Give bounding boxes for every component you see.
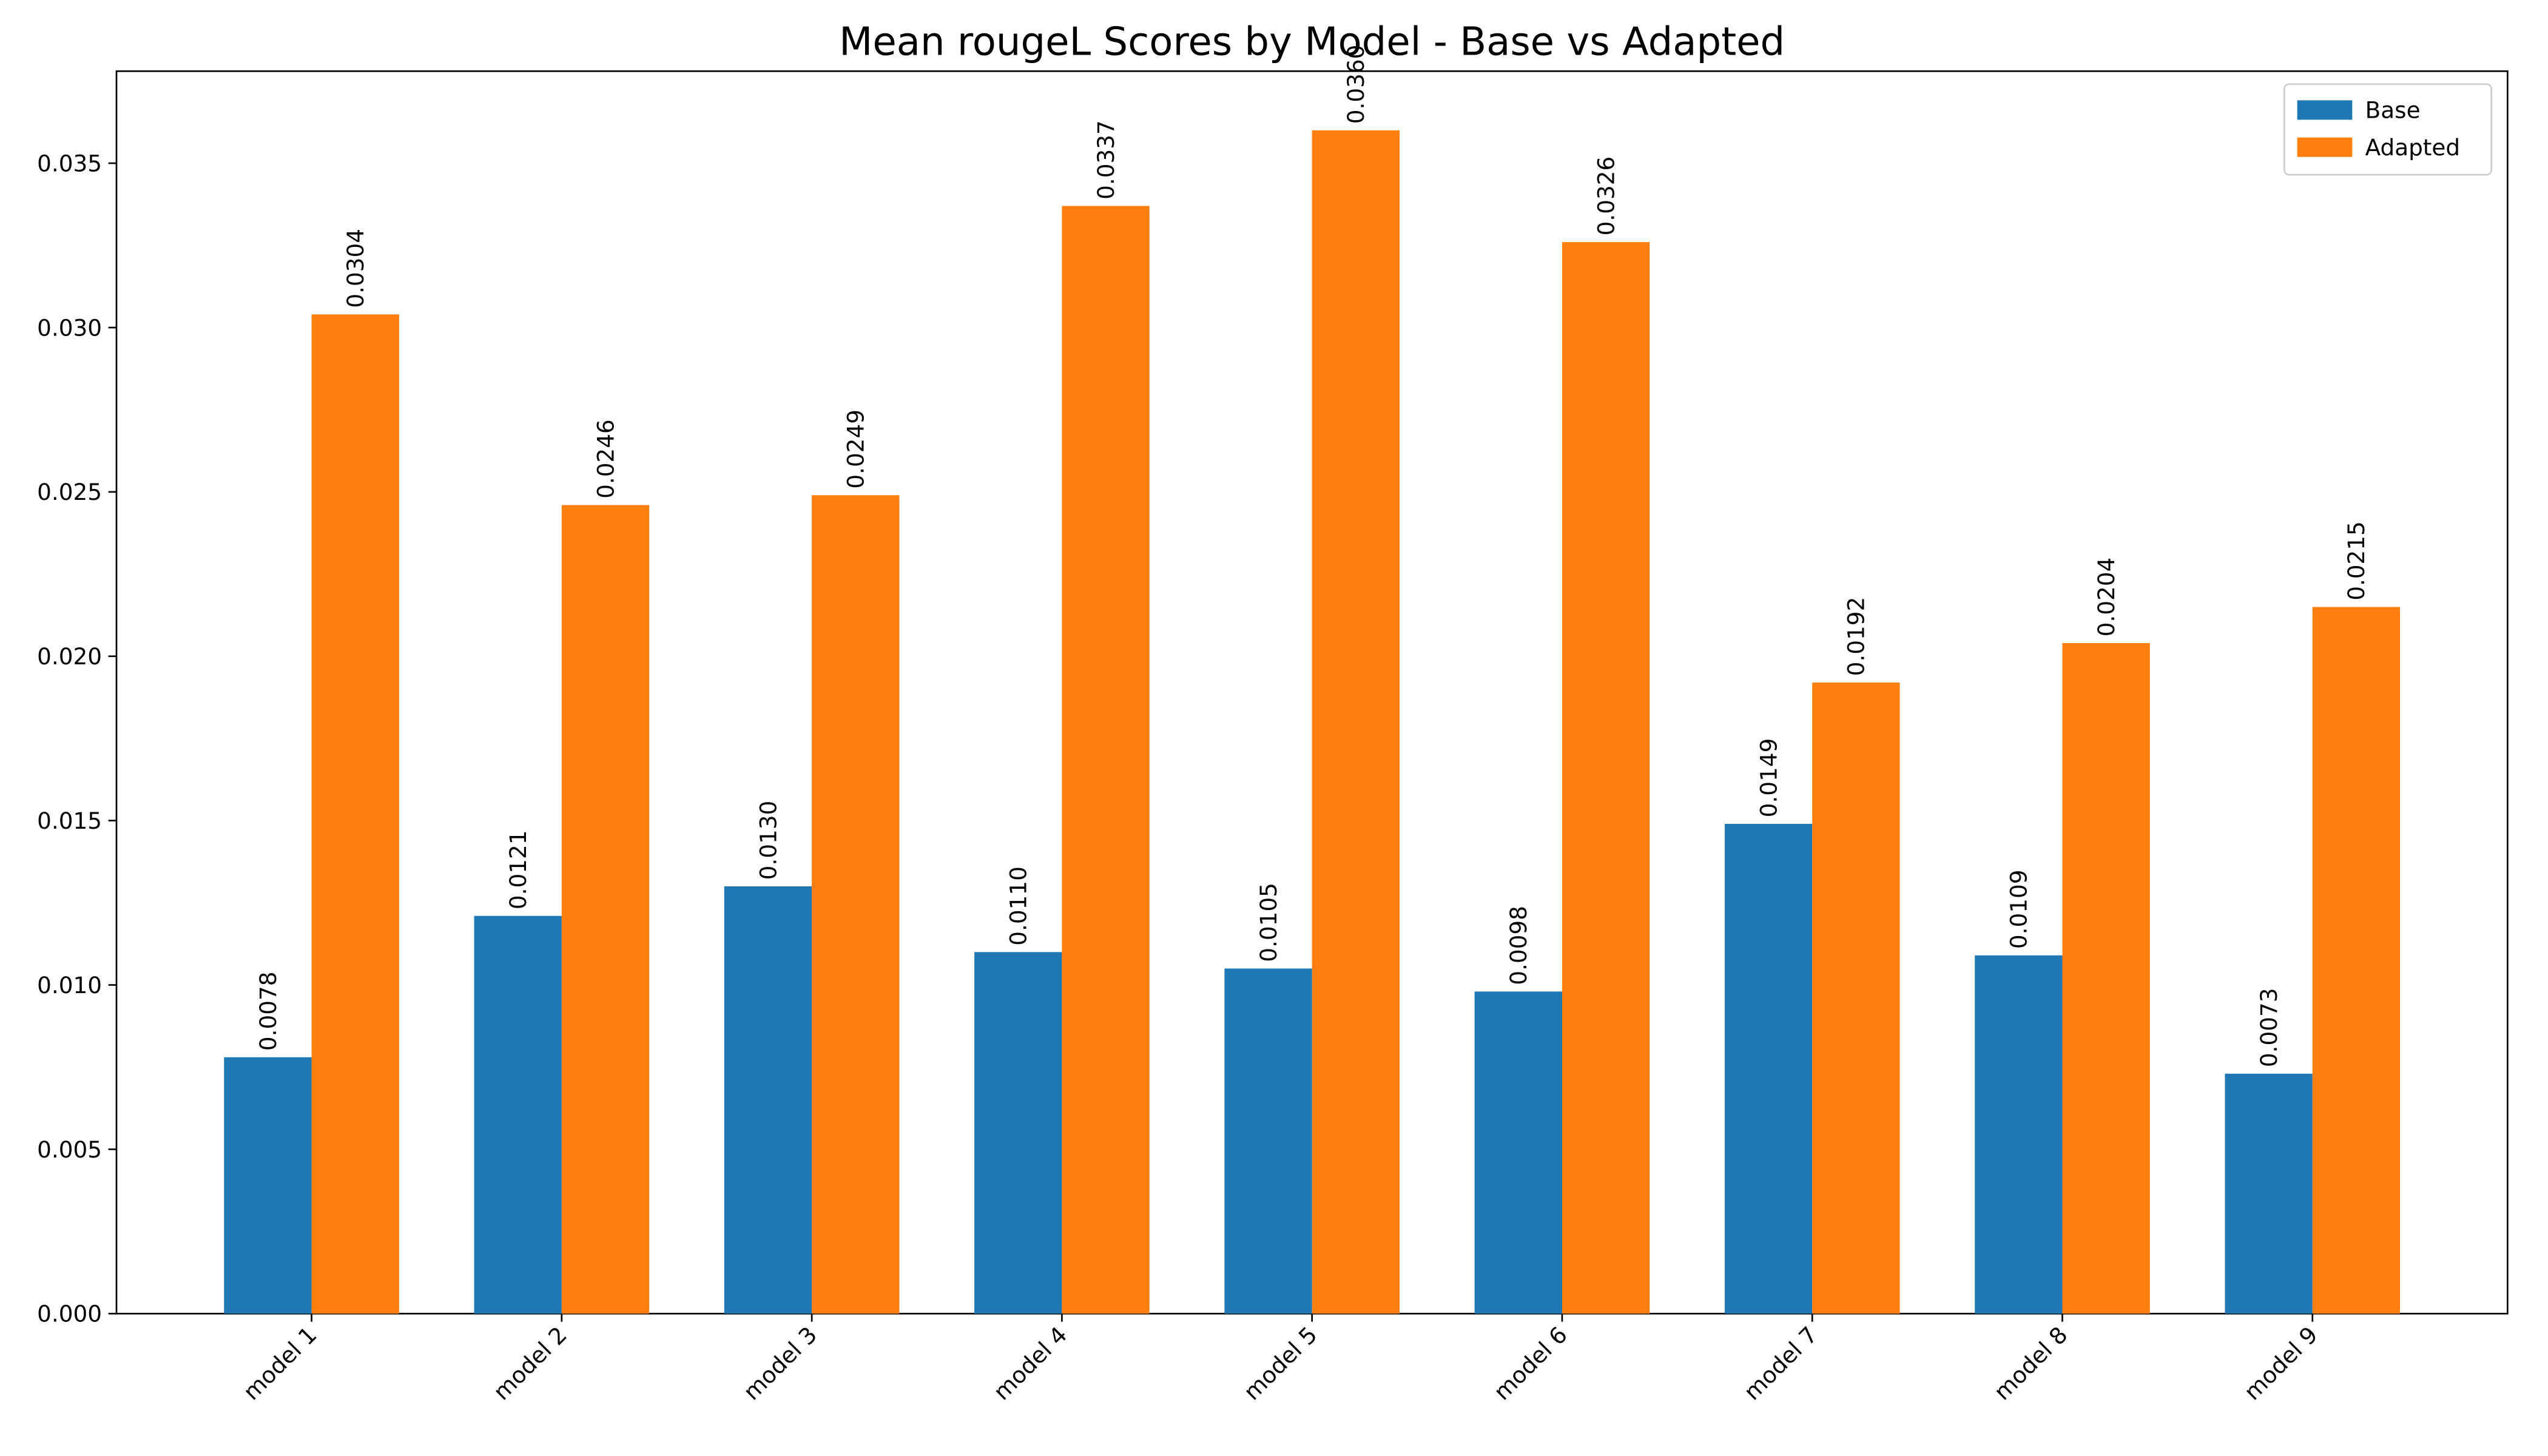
x-tick-label: model 5	[1238, 1321, 1322, 1405]
bar	[1812, 682, 1900, 1314]
chart-title: Mean rougeL Scores by Model - Base vs Ad…	[839, 20, 1785, 65]
value-label: 0.0326	[1592, 157, 1619, 236]
x-tick-label: model 2	[488, 1321, 571, 1405]
x-tick-label: model 8	[1989, 1321, 2072, 1405]
value-label: 0.0337	[1093, 120, 1119, 200]
value-label: 0.0249	[843, 410, 869, 489]
bar	[2225, 1073, 2313, 1314]
legend-label: Adapted	[2365, 134, 2460, 161]
bar	[812, 495, 900, 1314]
bar	[474, 915, 562, 1314]
value-label: 0.0098	[1505, 906, 1532, 985]
legend-swatch	[2297, 100, 2353, 120]
value-label: 0.0246	[592, 419, 619, 499]
x-tick-label: model 9	[2239, 1321, 2322, 1405]
bar	[724, 886, 812, 1314]
value-label: 0.0215	[2343, 521, 2370, 601]
value-label: 0.0192	[1843, 597, 1870, 676]
y-tick-label: 0.015	[37, 807, 102, 834]
x-tick-label: model 1	[238, 1321, 322, 1405]
x-tick-label: model 6	[1488, 1321, 1572, 1405]
bar	[561, 505, 650, 1314]
legend: Base Adapted	[2283, 83, 2492, 176]
x-tick-label: model 4	[988, 1321, 1072, 1405]
y-tick-label: 0.005	[37, 1136, 102, 1163]
value-label: 0.0149	[1755, 738, 1782, 818]
y-tick-label: 0.035	[37, 150, 102, 177]
bar	[1474, 991, 1562, 1314]
x-tick-label: model 7	[1739, 1321, 1822, 1405]
value-label: 0.0109	[2006, 869, 2032, 949]
value-label: 0.0073	[2256, 988, 2282, 1068]
y-tick-label: 0.030	[37, 314, 102, 341]
bar	[1562, 242, 1650, 1314]
value-label: 0.0105	[1255, 883, 1282, 962]
bar	[1724, 824, 1813, 1314]
bar	[1224, 968, 1312, 1314]
value-label: 0.0204	[2093, 558, 2120, 637]
y-tick-label: 0.025	[37, 479, 102, 505]
value-label: 0.0130	[755, 801, 781, 880]
legend-swatch	[2297, 137, 2353, 157]
y-tick-label: 0.000	[37, 1301, 102, 1327]
value-label: 0.0121	[505, 830, 531, 909]
value-label: 0.0110	[1005, 866, 1032, 946]
y-tick-label: 0.020	[37, 643, 102, 670]
legend-label: Base	[2365, 97, 2421, 124]
value-label: 0.0078	[255, 971, 281, 1051]
bar	[224, 1057, 312, 1314]
bar	[311, 314, 399, 1314]
bar	[1062, 206, 1150, 1314]
bar	[974, 952, 1062, 1314]
bar	[2062, 643, 2150, 1314]
bar	[1975, 955, 2063, 1314]
bar	[2312, 607, 2401, 1314]
bar	[1312, 130, 1400, 1314]
value-label: 0.0304	[342, 229, 369, 308]
x-tick-label: model 3	[738, 1321, 822, 1405]
y-tick-label: 0.010	[37, 972, 102, 999]
value-label: 0.0360	[1343, 45, 1369, 124]
